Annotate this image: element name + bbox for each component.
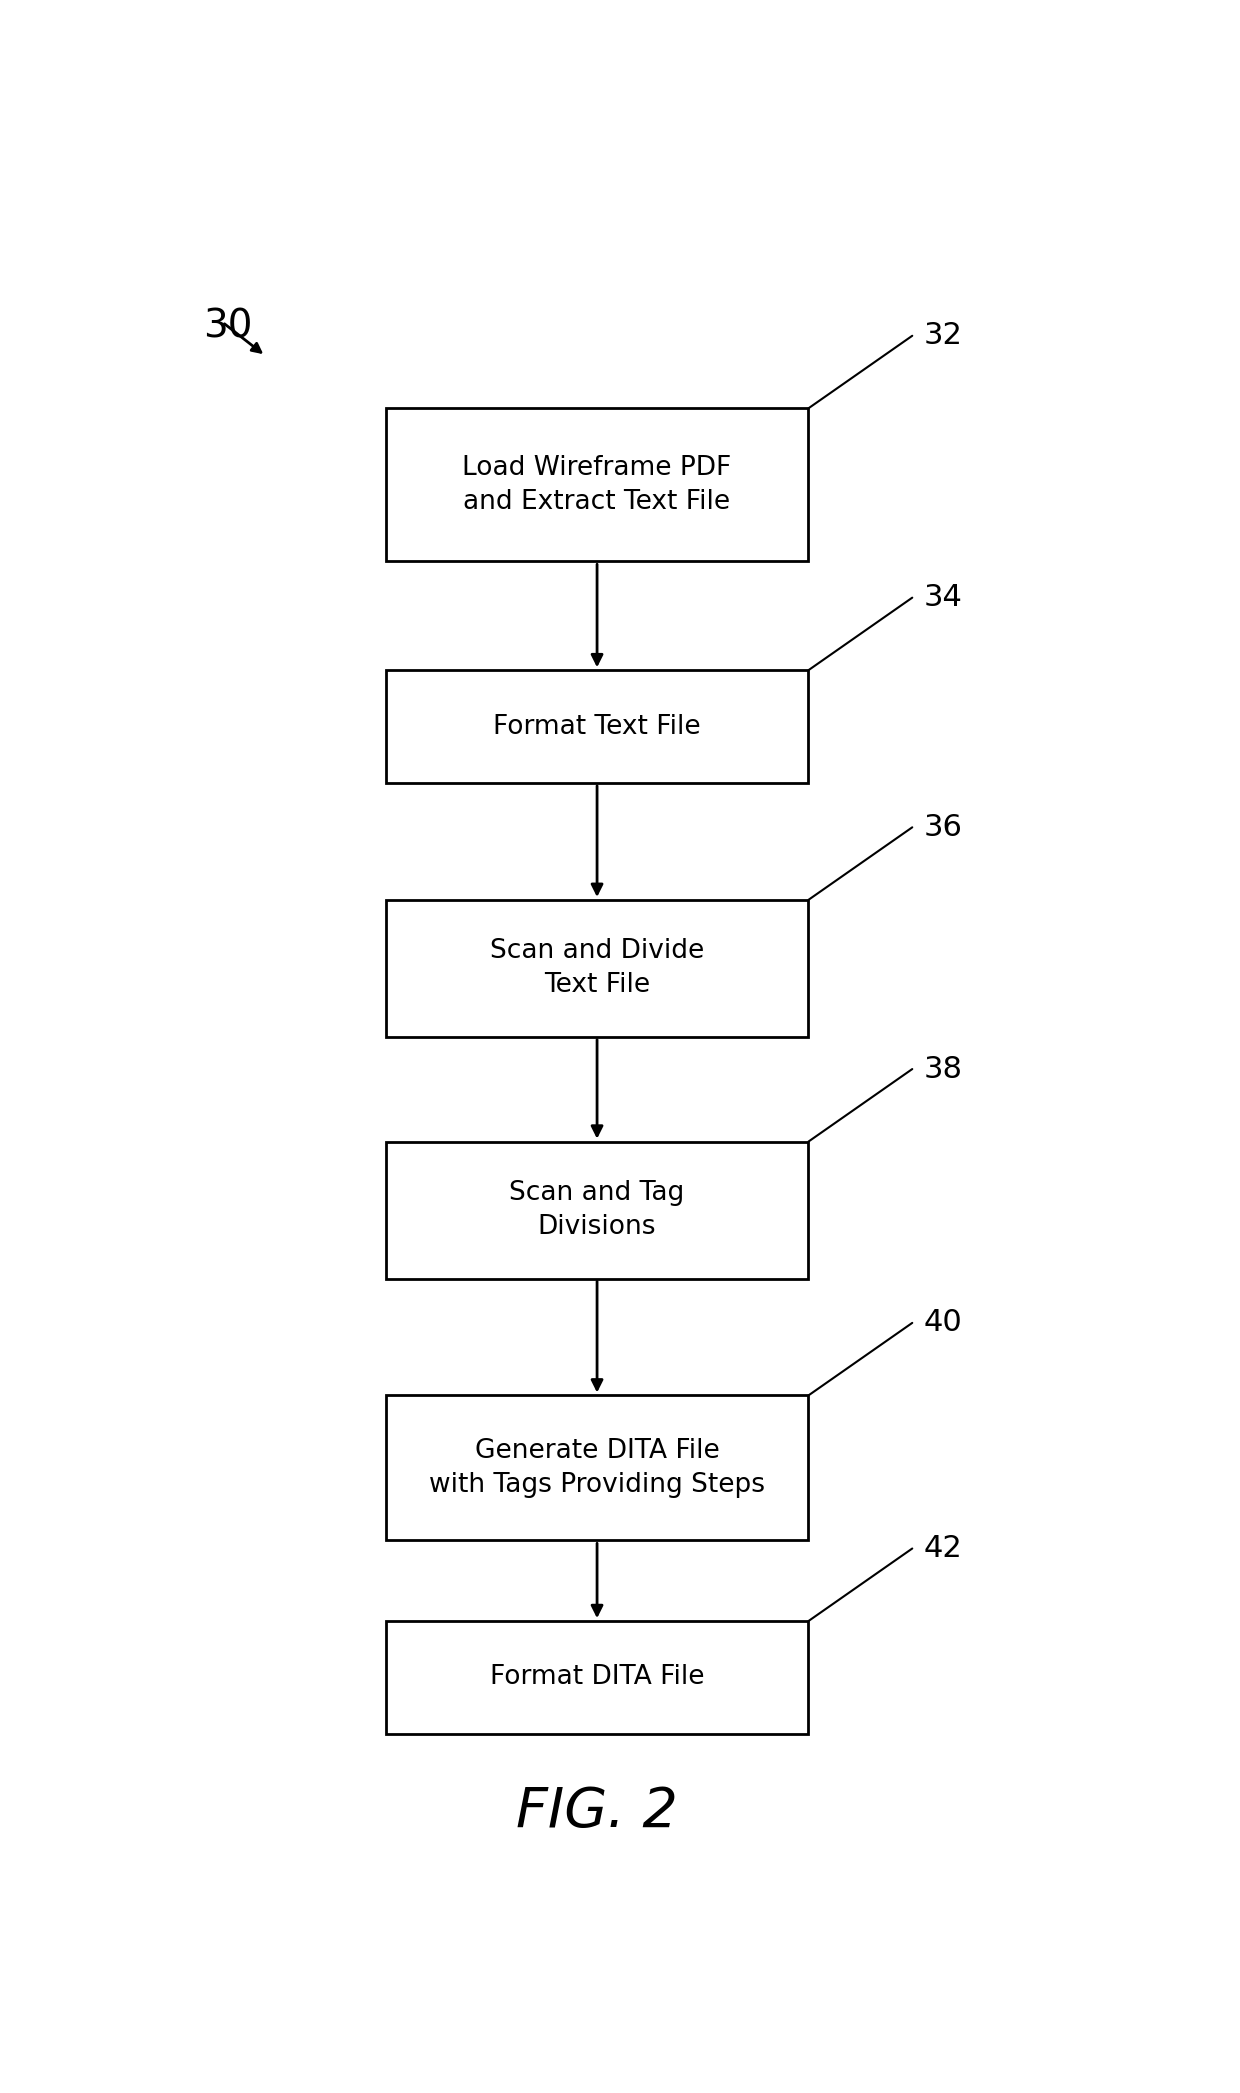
Bar [386,408,808,561]
Text: Format DITA File: Format DITA File [490,1664,704,1691]
Text: 30: 30 [203,308,253,345]
Text: 36: 36 [924,812,962,841]
Bar [386,900,808,1036]
Text: 38: 38 [924,1055,962,1084]
Text: 40: 40 [924,1308,962,1337]
Text: Generate DITA File
with Tags Providing Steps: Generate DITA File with Tags Providing S… [429,1438,765,1499]
Text: FIG. 2: FIG. 2 [516,1785,678,1838]
Text: Scan and Divide
Text File: Scan and Divide Text File [490,938,704,998]
Text: Format Text File: Format Text File [494,714,701,739]
Bar [386,1622,808,1733]
Bar [386,1396,808,1540]
Text: Scan and Tag
Divisions: Scan and Tag Divisions [510,1180,684,1239]
Text: Load Wireframe PDF
and Extract Text File: Load Wireframe PDF and Extract Text File [463,454,732,515]
Bar [386,1141,808,1279]
Text: 32: 32 [924,320,962,350]
Bar [386,670,808,783]
Text: 34: 34 [924,584,962,611]
Text: 42: 42 [924,1534,962,1563]
